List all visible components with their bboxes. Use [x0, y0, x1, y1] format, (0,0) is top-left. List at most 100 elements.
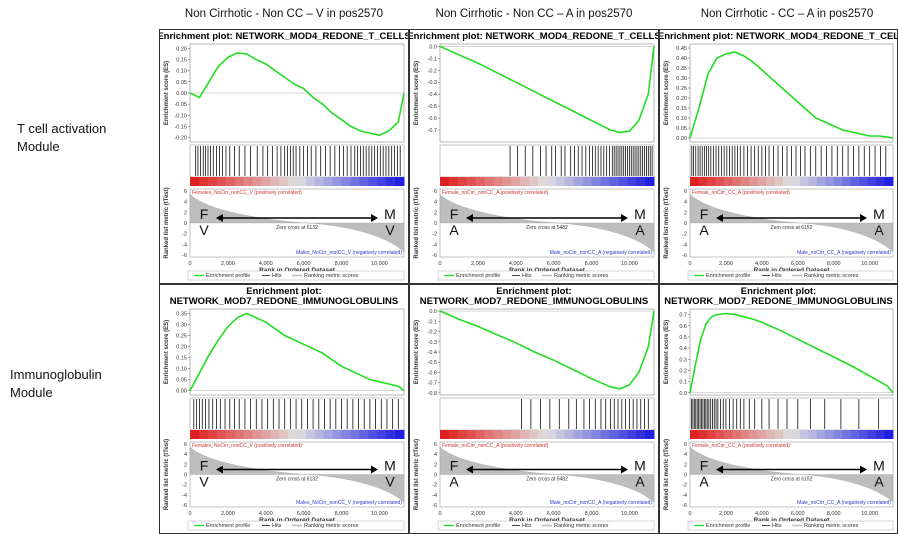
column-header-3: Non Cirrhotic - CC – A in pos2570 — [700, 8, 874, 20]
heatmap-segment — [377, 177, 387, 186]
annotation-right-region: A — [874, 474, 884, 490]
y-tick-label: 0.1 — [679, 380, 687, 386]
heatmap-segment — [350, 177, 360, 186]
enrichment-plot-svg: Enrichment plot: NETWORK_MOD4_REDONE_T_C… — [410, 31, 658, 281]
y-tick-label: -0.2 — [428, 330, 437, 336]
annotation-arrowhead-right — [371, 465, 378, 474]
heatmap-segment — [448, 177, 459, 186]
plot-title: NETWORK_MOD7_REDONE_IMMUNOGLOBULINS — [420, 296, 649, 307]
enrichment-profile-line — [689, 312, 894, 394]
y-tick-label: 0.20 — [176, 46, 187, 52]
heatmap-segment — [859, 177, 869, 186]
x-tick-label: 4,000 — [755, 261, 769, 267]
heatmap-segment — [600, 430, 610, 439]
es-plot-frame — [439, 308, 655, 396]
y-tick-label: 0.0 — [429, 44, 437, 50]
heatmap-segment — [386, 430, 396, 439]
legend-box — [687, 520, 894, 531]
heatmap-segment — [502, 430, 512, 439]
heatmap-segment — [732, 430, 742, 439]
es-axis-label: Enrichment score (ES) — [164, 320, 170, 384]
x-tick-label: 0 — [688, 511, 691, 517]
positive-correlation-label: Female_noCirr_CC_A (positively correlate… — [692, 443, 790, 449]
panel-r2-c1: Enrichment plot: NETWORK_MOD7_REDONE_IMMU… — [159, 284, 409, 534]
y-tick-label: 0.25 — [176, 333, 187, 339]
zero-cross-label: Zero cross at 5482 — [526, 477, 568, 483]
metric-tick-label: -4 — [682, 242, 687, 248]
metric-tick-label: 6 — [434, 442, 437, 448]
heatmap-segment — [457, 177, 468, 186]
metric-tick-label: -4 — [432, 242, 437, 248]
metric-tick-label: 0 — [184, 473, 187, 479]
y-tick-label: 0.00 — [176, 91, 187, 97]
metric-tick-label: 2 — [684, 210, 687, 216]
heatmap-segment — [698, 430, 708, 439]
x-tick-label: 8,000 — [827, 511, 841, 517]
annotation-left-group: F — [200, 206, 209, 222]
heatmap-segment — [808, 430, 818, 439]
positive-correlation-label: Females_NoCirr_nonCC_V (positively corre… — [192, 190, 302, 196]
heatmap-segment — [225, 430, 236, 439]
x-tick-label: 0 — [438, 261, 441, 267]
annotation-arrowhead-left — [716, 214, 723, 222]
annotation-right-group: M — [634, 458, 646, 474]
annotation-left-region: A — [449, 222, 459, 238]
heatmap-segment — [645, 430, 655, 439]
annotation-left-group: F — [450, 206, 459, 222]
zero-cross-label: Zero cross at 6132 — [276, 477, 318, 483]
heatmap-segment — [359, 430, 369, 439]
x-tick-label: 0 — [438, 511, 441, 517]
es-axis-label: Enrichment score (ES) — [414, 61, 420, 125]
x-tick-label: 4,000 — [509, 261, 523, 267]
y-tick-label: -0.3 — [428, 80, 437, 86]
metric-tick-label: 6 — [184, 442, 187, 448]
legend-entry-profile: Enrichment profile — [706, 273, 750, 279]
enrichment-profile-line — [439, 45, 655, 134]
heatmap-segment — [279, 177, 289, 186]
legend-entry-metric: Ranking metric scores — [304, 273, 359, 279]
y-tick-label: 0.0 — [679, 391, 687, 397]
heatmap-segment — [198, 430, 209, 439]
heatmap-segment — [529, 430, 539, 439]
heatmap-segment — [466, 177, 477, 186]
zero-cross-label: Zero cross at 5482 — [526, 225, 568, 231]
legend-entry-profile: Enrichment profile — [456, 523, 500, 529]
heatmap-segment — [332, 177, 343, 186]
annotation-arrowhead-right — [860, 214, 867, 222]
y-tick-label: -0.15 — [174, 124, 187, 130]
heatmap-segment — [190, 177, 200, 186]
annotation-left-region: V — [199, 222, 209, 238]
heatmap-segment — [799, 430, 809, 439]
column-header-2: Non Cirrhotic - Non CC – A in pos2570 — [435, 8, 633, 20]
metric-tick-label: 0 — [684, 473, 687, 479]
heatmap-segment — [190, 430, 200, 439]
heatmap-segment — [867, 430, 877, 439]
x-tick-label: 0 — [688, 261, 691, 267]
annotation-arrowhead-right — [371, 214, 378, 222]
heatmap-segment — [609, 430, 619, 439]
annotation-right-region: V — [385, 474, 395, 490]
enrichment-plot-svg: Enrichment plot: NETWORK_MOD4_REDONE_T_C… — [160, 31, 408, 281]
metric-tick-label: 4 — [684, 452, 687, 458]
y-tick-label: 0.05 — [676, 126, 687, 132]
panel-r2-c2: Enrichment plot: NETWORK_MOD7_REDONE_IMMU… — [409, 284, 659, 534]
heatmap-segment — [270, 430, 280, 439]
legend-entry-metric: Ranking metric scores — [804, 523, 859, 529]
x-tick-label: 8,000 — [335, 511, 349, 517]
y-tick-label: -0.4 — [428, 350, 437, 356]
x-tick-label: 8,000 — [585, 261, 599, 267]
heatmap-segment — [774, 177, 784, 186]
row-label-immunoglobulin: Immunoglobulin Module — [10, 366, 102, 402]
heatmap-segment — [636, 430, 646, 439]
y-tick-label: 0.05 — [176, 378, 187, 384]
plot-title: Enrichment plot: — [741, 286, 816, 297]
heatmap-segment — [850, 430, 860, 439]
heatmap-segment — [564, 430, 575, 439]
legend-box — [687, 270, 894, 281]
annotation-right-region: A — [635, 474, 645, 490]
legend-entry-profile: Enrichment profile — [706, 523, 750, 529]
negative-correlation-label: Male_noCirr_nonCC_A (negatively correlat… — [550, 500, 653, 506]
heatmap-segment — [876, 430, 886, 439]
ranking-metric-area — [189, 446, 405, 503]
heatmap-segment — [547, 177, 557, 186]
